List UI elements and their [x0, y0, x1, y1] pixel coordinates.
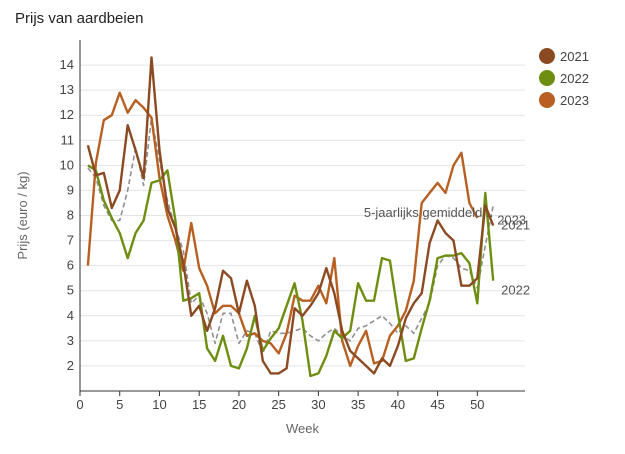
x-tick-label: 10 — [152, 397, 166, 412]
legend-label: 2022 — [560, 71, 589, 86]
x-axis-label: Week — [286, 421, 319, 436]
y-axis-label: Prijs (euro / kg) — [15, 171, 30, 259]
series-line-2021 — [86, 56, 495, 375]
y-tick-label: 9 — [67, 182, 74, 197]
series-end-label: 2022 — [501, 283, 530, 298]
y-tick-label: 2 — [67, 358, 74, 373]
y-tick-label: 4 — [67, 308, 74, 323]
y-tick-label: 13 — [60, 82, 74, 97]
y-tick-label: 10 — [60, 157, 74, 172]
x-tick-label: 40 — [391, 397, 405, 412]
y-tick-label: 12 — [60, 107, 74, 122]
series-end-label: 2023 — [497, 213, 526, 228]
x-tick-label: 30 — [311, 397, 325, 412]
series-end-label: 2021 — [501, 218, 530, 233]
y-tick-label: 11 — [61, 132, 75, 147]
x-tick-label: 25 — [271, 397, 285, 412]
legend: 2021 2022 2023 — [539, 48, 589, 108]
x-tick-label: 20 — [232, 397, 246, 412]
series-end-label: 5-jaarlijks gemiddeld... — [364, 205, 493, 220]
chart-title: Prijs van aardbeien — [15, 10, 144, 27]
y-tick-label: 3 — [67, 333, 74, 348]
y-tick-label: 7 — [67, 233, 74, 248]
x-tick-label: 50 — [470, 397, 484, 412]
series-line-2022 — [87, 164, 495, 378]
x-tick-label: 45 — [430, 397, 444, 412]
y-tick-label: 5 — [67, 283, 74, 298]
x-tick-label: 35 — [351, 397, 365, 412]
legend-marker — [539, 48, 555, 64]
y-tick-label: 6 — [67, 258, 74, 273]
legend-label: 2021 — [560, 49, 589, 64]
legend-marker — [539, 92, 555, 108]
y-tick-label: 14 — [60, 57, 74, 72]
x-tick-label: 15 — [192, 397, 206, 412]
series-lines — [86, 56, 495, 378]
x-tick-label: 5 — [116, 397, 123, 412]
y-tick-label: 8 — [67, 208, 74, 223]
legend-marker — [539, 70, 555, 86]
series-line-2023 — [86, 91, 479, 368]
x-tick-label: 0 — [76, 397, 83, 412]
legend-label: 2023 — [560, 93, 589, 108]
